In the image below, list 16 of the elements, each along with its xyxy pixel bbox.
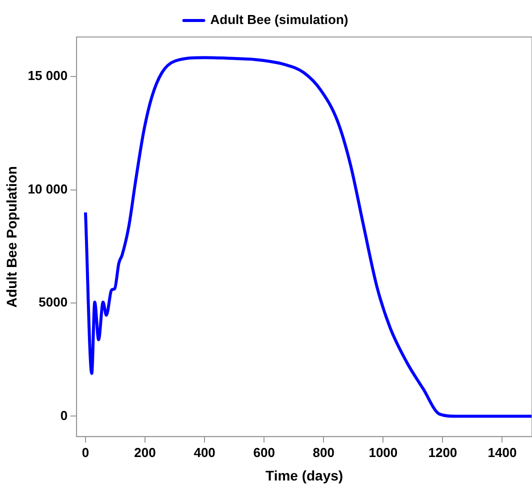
x-tick-label: 200 xyxy=(134,444,156,460)
x-tick-label: 800 xyxy=(312,444,334,460)
y-tick-label: 10 000 xyxy=(28,181,68,196)
x-tick-label: 600 xyxy=(253,444,275,460)
legend-label: Adult Bee (simulation) xyxy=(210,12,348,28)
y-tick-label: 5000 xyxy=(38,294,68,310)
y-tick-label: 0 xyxy=(60,408,68,423)
x-tick-label: 1000 xyxy=(368,444,398,460)
x-tick-label: 1200 xyxy=(428,444,458,460)
y-axis-title: Adult Bee Population xyxy=(3,166,20,308)
x-tick-label: 1400 xyxy=(488,444,517,460)
x-axis-title: Time (days) xyxy=(266,467,344,484)
x-tick-label: 0 xyxy=(82,444,90,460)
line-series xyxy=(84,56,532,418)
x-tick-label: 400 xyxy=(194,444,216,460)
y-tick-label: 15 000 xyxy=(28,68,68,84)
